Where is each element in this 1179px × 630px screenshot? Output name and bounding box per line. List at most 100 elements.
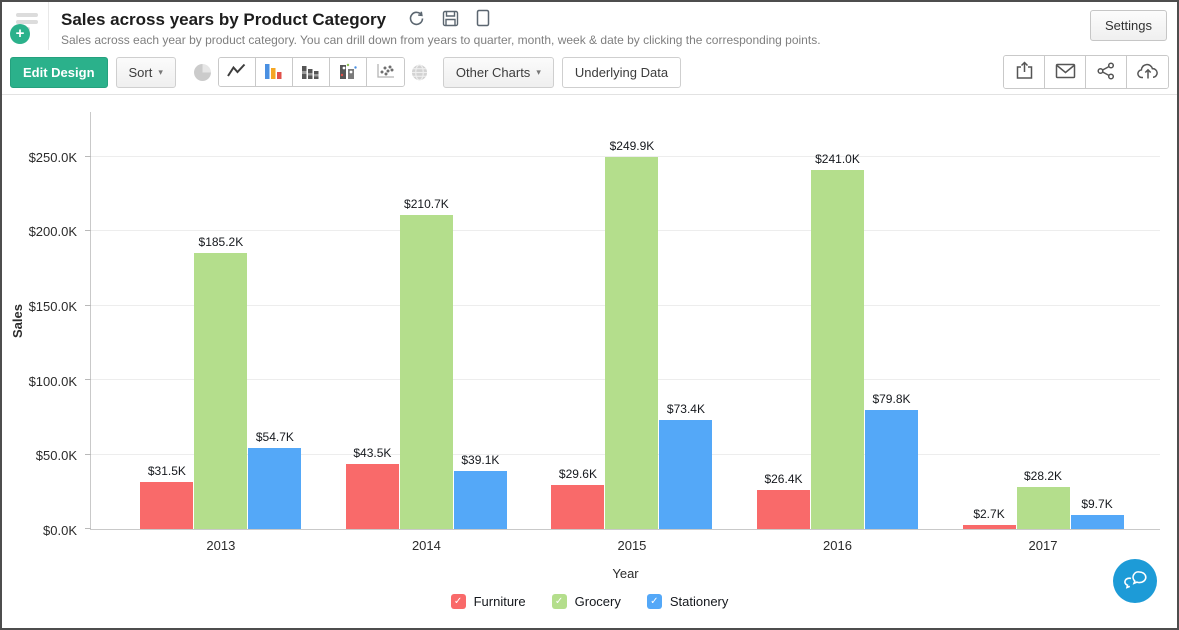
y-tick-label: $100.0K bbox=[28, 373, 77, 389]
header-divider bbox=[48, 2, 49, 50]
bar-chart-button[interactable] bbox=[255, 58, 293, 86]
bar-stationery-2014[interactable]: $39.1K bbox=[453, 453, 507, 529]
chart-area: Sales $0.0K $50.0K $100.0K $150.0K $200.0K $2… bbox=[2, 95, 1177, 628]
chat-fab-button[interactable] bbox=[1113, 559, 1157, 603]
bar-grocery-2013[interactable]: $185.2K bbox=[194, 235, 248, 529]
legend: ✓ Furniture ✓ Grocery ✓ Stationery bbox=[2, 594, 1177, 609]
settings-button[interactable]: Settings bbox=[1090, 10, 1167, 41]
explorer-add-icon[interactable]: + bbox=[10, 10, 40, 44]
y-tick-label: $50.0K bbox=[35, 448, 77, 464]
x-tick-label-2015: 2015 bbox=[617, 538, 647, 553]
y-tick-mark bbox=[85, 230, 91, 232]
bar-stationery-2015[interactable]: $73.4K bbox=[659, 402, 713, 529]
bar-grocery-2016[interactable]: $241.0K bbox=[810, 152, 864, 529]
bar-value-label: $185.2K bbox=[198, 235, 244, 250]
bar-grocery-2015[interactable]: $249.9K bbox=[605, 139, 659, 529]
legend-item-grocery[interactable]: ✓ Grocery bbox=[551, 594, 621, 609]
legend-swatch-icon: ✓ bbox=[551, 594, 567, 609]
legend-label: Furniture bbox=[473, 594, 526, 609]
bar-stationery-2013[interactable]: $54.7K bbox=[248, 430, 302, 529]
export-icon bbox=[1015, 61, 1034, 83]
toolbar: Edit Design Sort ▾ bbox=[2, 50, 1177, 95]
header: + Sales across years by Product Category bbox=[2, 2, 1177, 50]
bubble-chart-icon bbox=[339, 63, 357, 82]
line-chart-button[interactable] bbox=[218, 58, 256, 86]
legend-item-stationery[interactable]: ✓ Stationery bbox=[646, 594, 729, 609]
map-chart-icon bbox=[405, 58, 435, 86]
bar-group-2016: $26.4K $241.0K $79.8K bbox=[756, 112, 918, 529]
stacked-bar-chart-button[interactable] bbox=[292, 58, 330, 86]
refresh-button[interactable] bbox=[408, 9, 425, 30]
save-button[interactable] bbox=[442, 9, 459, 30]
scatter-chart-icon bbox=[376, 63, 395, 82]
x-axis-title: Year bbox=[612, 566, 639, 581]
y-tick-mark bbox=[85, 155, 91, 157]
edit-design-button[interactable]: Edit Design bbox=[10, 56, 108, 88]
legend-swatch-icon: ✓ bbox=[450, 594, 466, 609]
stacked-bar-chart-icon bbox=[302, 63, 319, 82]
x-tick-label-2013: 2013 bbox=[206, 538, 236, 553]
publish-button[interactable] bbox=[1127, 56, 1168, 88]
publish-icon bbox=[1136, 62, 1159, 82]
bar-group-2017: $2.7K $28.2K $9.7K bbox=[962, 112, 1124, 529]
bar-value-label: $241.0K bbox=[815, 152, 860, 167]
bar-furniture-2017[interactable]: $2.7K bbox=[962, 507, 1016, 529]
legend-item-furniture[interactable]: ✓ Furniture bbox=[450, 594, 526, 609]
bar-stationery-2016[interactable]: $79.8K bbox=[864, 392, 918, 529]
bar-chart-icon bbox=[265, 63, 282, 82]
bar-furniture-2015[interactable]: $29.6K bbox=[551, 467, 605, 529]
bar-furniture-2016[interactable]: $26.4K bbox=[756, 472, 810, 529]
underlying-data-button[interactable]: Underlying Data bbox=[561, 56, 682, 88]
bar-furniture-2014[interactable]: $43.5K bbox=[345, 446, 399, 529]
chat-icon bbox=[1123, 570, 1147, 593]
gridline bbox=[91, 155, 1160, 157]
pie-chart-icon bbox=[188, 58, 218, 86]
share-actions-group bbox=[1003, 55, 1169, 89]
line-chart-icon bbox=[227, 63, 246, 81]
bar-value-label: $249.9K bbox=[609, 138, 655, 153]
sort-button[interactable]: Sort ▾ bbox=[115, 56, 176, 88]
bar-grocery-2017[interactable]: $28.2K bbox=[1016, 469, 1070, 529]
email-icon bbox=[1055, 63, 1076, 82]
y-tick-mark bbox=[85, 453, 91, 455]
bar-value-label: $73.4K bbox=[666, 401, 705, 416]
chart-type-strip bbox=[188, 57, 435, 87]
bar-value-label: $54.7K bbox=[255, 429, 294, 444]
other-charts-button[interactable]: Other Charts ▾ bbox=[442, 56, 554, 88]
bar-group-2015: $29.6K $249.9K $73.4K bbox=[551, 112, 713, 529]
bar-group-2013: $31.5K $185.2K $54.7K bbox=[140, 112, 302, 529]
y-tick-label: $250.0K bbox=[28, 149, 77, 165]
y-tick-mark bbox=[85, 304, 91, 306]
refresh-icon bbox=[408, 10, 425, 30]
copy-button[interactable] bbox=[476, 9, 490, 30]
email-button[interactable] bbox=[1045, 56, 1086, 88]
legend-label: Stationery bbox=[669, 594, 729, 609]
bar-value-label: $26.4K bbox=[764, 471, 803, 486]
scatter-chart-button[interactable] bbox=[366, 58, 404, 86]
bar-value-label: $31.5K bbox=[147, 464, 186, 479]
plot-area: $31.5K $185.2K $54.7K 2013 $43.5K $210.7K $39.… bbox=[85, 112, 1160, 581]
bar-stationery-2017[interactable]: $9.7K bbox=[1070, 497, 1124, 529]
chevron-down-icon: ▾ bbox=[536, 66, 541, 77]
bar-grocery-2014[interactable]: $210.7K bbox=[399, 197, 453, 529]
bar-furniture-2013[interactable]: $31.5K bbox=[140, 464, 194, 529]
save-icon bbox=[442, 10, 459, 30]
bar-value-label: $210.7K bbox=[404, 197, 449, 212]
bubble-chart-button[interactable] bbox=[329, 58, 367, 86]
bar-value-label: $79.8K bbox=[872, 392, 911, 407]
y-tick-mark bbox=[85, 528, 91, 529]
plus-icon: + bbox=[10, 24, 30, 44]
bar-value-label: $29.6K bbox=[558, 466, 597, 481]
bar-value-label: $2.7K bbox=[973, 506, 1005, 521]
share-button[interactable] bbox=[1086, 56, 1127, 88]
bar-value-label: $39.1K bbox=[461, 452, 500, 467]
x-tick-label-2016: 2016 bbox=[823, 538, 852, 553]
y-tick-label: $200.0K bbox=[28, 224, 77, 240]
y-axis: $0.0K $50.0K $100.0K $150.0K $200.0K $250.0K bbox=[2, 112, 90, 538]
copy-icon bbox=[476, 9, 490, 30]
export-button[interactable] bbox=[1004, 56, 1045, 88]
x-tick-label-2014: 2014 bbox=[411, 538, 441, 553]
bar-value-label: $28.2K bbox=[1023, 469, 1063, 484]
x-tick-label-2017: 2017 bbox=[1028, 538, 1058, 553]
